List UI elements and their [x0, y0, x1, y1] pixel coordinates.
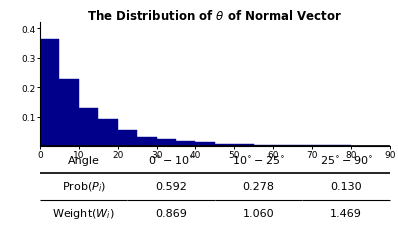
Bar	[79, 108, 98, 147]
Bar	[98, 120, 118, 147]
Bar	[59, 80, 79, 147]
Bar	[293, 146, 312, 147]
Bar	[40, 40, 59, 147]
Bar	[351, 146, 371, 147]
Bar	[371, 146, 390, 147]
Bar	[176, 141, 195, 147]
Bar	[332, 146, 351, 147]
Bar	[156, 140, 176, 147]
Bar	[195, 143, 215, 147]
Bar	[312, 146, 332, 147]
Bar	[137, 137, 156, 147]
Bar	[215, 144, 234, 147]
Bar	[118, 131, 137, 147]
Bar	[273, 145, 293, 147]
Bar	[234, 145, 254, 147]
Bar	[254, 145, 273, 147]
Title: The Distribution of $\theta$ of Normal Vector: The Distribution of $\theta$ of Normal V…	[88, 9, 342, 23]
